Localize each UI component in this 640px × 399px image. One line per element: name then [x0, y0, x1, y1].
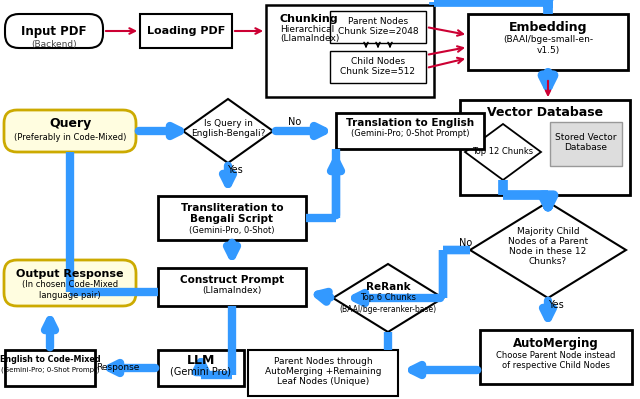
- Text: Yes: Yes: [548, 300, 564, 310]
- Bar: [330, 51, 426, 83]
- Bar: [158, 350, 244, 386]
- Text: (BAAI/bge-reranker-base): (BAAI/bge-reranker-base): [339, 304, 436, 314]
- Text: English-Bengali?: English-Bengali?: [191, 130, 265, 138]
- Text: of respective Child Nodes: of respective Child Nodes: [502, 361, 610, 369]
- Text: (Gemini-Pro, 0-Shot): (Gemini-Pro, 0-Shot): [189, 225, 275, 235]
- Text: Chunk Size=512: Chunk Size=512: [340, 67, 415, 75]
- Bar: [550, 122, 622, 166]
- Text: Chunking: Chunking: [280, 14, 339, 24]
- Text: Parent Nodes: Parent Nodes: [348, 16, 408, 26]
- Text: v1.5): v1.5): [536, 47, 559, 55]
- Text: No: No: [289, 117, 301, 127]
- Text: Hierarchical: Hierarchical: [280, 24, 334, 34]
- Text: ReRank: ReRank: [365, 282, 410, 292]
- Text: (LlamaIndex): (LlamaIndex): [202, 286, 262, 296]
- Bar: [468, 14, 628, 70]
- Text: Choose Parent Node instead: Choose Parent Node instead: [496, 350, 616, 359]
- Text: Parent Nodes through: Parent Nodes through: [274, 356, 372, 365]
- FancyBboxPatch shape: [4, 260, 136, 306]
- Bar: [158, 268, 306, 306]
- Text: Majority Child: Majority Child: [516, 227, 579, 237]
- Text: Vector Database: Vector Database: [487, 105, 603, 119]
- Polygon shape: [333, 264, 443, 332]
- FancyBboxPatch shape: [5, 14, 103, 48]
- Polygon shape: [470, 202, 626, 298]
- Text: (Gemini-Pro; 0-Shot Prompt): (Gemini-Pro; 0-Shot Prompt): [351, 130, 469, 138]
- Bar: [158, 196, 306, 240]
- Text: (Gemini Pro): (Gemini Pro): [170, 367, 232, 377]
- Text: Output Response: Output Response: [16, 269, 124, 279]
- Text: language pair): language pair): [39, 292, 101, 300]
- Text: AutoMerging: AutoMerging: [513, 338, 599, 350]
- Text: No: No: [460, 238, 472, 248]
- Text: (Gemini-Pro; 0-Shot Prompt): (Gemini-Pro; 0-Shot Prompt): [1, 367, 99, 373]
- Bar: [480, 330, 632, 384]
- Bar: [330, 11, 426, 43]
- Text: Loading PDF: Loading PDF: [147, 26, 225, 36]
- Text: Database: Database: [564, 144, 607, 152]
- Text: Child Nodes: Child Nodes: [351, 57, 405, 65]
- Text: (Backend): (Backend): [31, 41, 77, 49]
- Bar: [336, 113, 484, 149]
- Text: Construct Prompt: Construct Prompt: [180, 275, 284, 285]
- Bar: [248, 350, 398, 396]
- Bar: [5, 350, 95, 386]
- Text: Node in these 12: Node in these 12: [509, 247, 587, 257]
- Text: Transliteration to: Transliteration to: [180, 203, 284, 213]
- FancyBboxPatch shape: [4, 110, 136, 152]
- Text: English to Code-Mixed: English to Code-Mixed: [0, 356, 100, 365]
- Text: Translation to English: Translation to English: [346, 118, 474, 128]
- Text: Query: Query: [49, 117, 91, 130]
- Text: Bengali Script: Bengali Script: [191, 214, 273, 224]
- Bar: [460, 100, 630, 195]
- Polygon shape: [183, 99, 273, 163]
- Text: Top 12 Chunks: Top 12 Chunks: [472, 148, 534, 156]
- Text: Response: Response: [96, 363, 140, 373]
- Polygon shape: [465, 124, 541, 180]
- Text: (Preferably in Code-Mixed): (Preferably in Code-Mixed): [14, 132, 126, 142]
- Text: Yes: Yes: [227, 165, 243, 175]
- Text: Leaf Nodes (Unique): Leaf Nodes (Unique): [277, 377, 369, 385]
- Text: Top 6 Chunks: Top 6 Chunks: [360, 294, 416, 302]
- Text: Is Query in: Is Query in: [204, 119, 252, 128]
- Text: LLM: LLM: [187, 354, 215, 367]
- Bar: [266, 5, 434, 97]
- Text: (LlamaIndex): (LlamaIndex): [280, 34, 339, 43]
- Text: Chunk Size=2048: Chunk Size=2048: [338, 26, 419, 36]
- Text: AutoMerging +Remaining: AutoMerging +Remaining: [265, 367, 381, 375]
- Bar: [140, 14, 232, 48]
- Text: (In chosen Code-Mixed: (In chosen Code-Mixed: [22, 280, 118, 290]
- Text: Input PDF: Input PDF: [21, 24, 87, 38]
- Text: Chunks?: Chunks?: [529, 257, 567, 267]
- Text: (BAAI/bge-small-en-: (BAAI/bge-small-en-: [503, 36, 593, 45]
- Text: Embedding: Embedding: [509, 20, 588, 34]
- Text: Nodes of a Parent: Nodes of a Parent: [508, 237, 588, 247]
- Text: Stored Vector: Stored Vector: [556, 132, 617, 142]
